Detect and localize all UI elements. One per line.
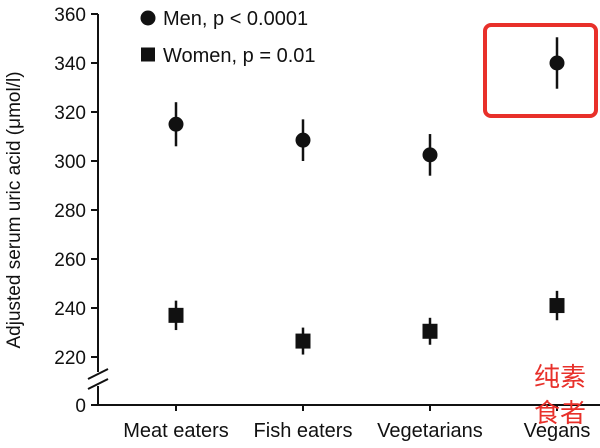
- legend-men-marker: [140, 10, 156, 26]
- axis-break-mark: [87, 378, 109, 390]
- y-tick-label: 260: [54, 250, 86, 271]
- y-tick-label: 220: [54, 348, 86, 369]
- men-point: [168, 116, 184, 132]
- y-axis-title: Adjusted serum uric acid (μmol/l): [4, 71, 25, 348]
- men-point: [422, 147, 438, 163]
- x-category-label: Vegetarians: [377, 420, 483, 442]
- x-category-label: Vegans: [524, 420, 591, 442]
- women-point: [168, 307, 184, 323]
- y-tick-label: 300: [54, 152, 86, 173]
- data-marks: [168, 37, 565, 355]
- y-tick-label: 360: [54, 5, 86, 26]
- y-tick-label: 0: [75, 396, 86, 417]
- legend-men-label: Men, p < 0.0001: [163, 8, 308, 30]
- legend-women-label: Women, p = 0.01: [163, 45, 316, 67]
- axis-break-mark: [87, 368, 109, 380]
- women-point: [295, 333, 311, 349]
- note-line-1: 纯素: [534, 363, 586, 393]
- axes: [87, 14, 600, 406]
- women-point: [549, 298, 565, 314]
- legend-women-marker: [141, 47, 155, 62]
- y-tick-label: 280: [54, 201, 86, 222]
- x-category-labels: Meat eaters Fish eaters Vegetarians Vegans: [123, 405, 590, 442]
- y-ticks: 360 340 320 300 280 260 240 220 0: [54, 5, 98, 417]
- highlight-box: [483, 23, 598, 118]
- legend: Men, p < 0.0001 Women, p = 0.01: [140, 8, 316, 67]
- x-category-label: Fish eaters: [254, 420, 353, 442]
- men-point: [295, 132, 311, 148]
- y-tick-label: 320: [54, 103, 86, 124]
- y-tick-label: 340: [54, 54, 86, 75]
- women-point: [422, 323, 438, 339]
- x-category-label: Meat eaters: [123, 420, 229, 442]
- men-point: [549, 55, 565, 71]
- note-line-2: 食者: [534, 399, 586, 429]
- y-tick-label: 240: [54, 299, 86, 320]
